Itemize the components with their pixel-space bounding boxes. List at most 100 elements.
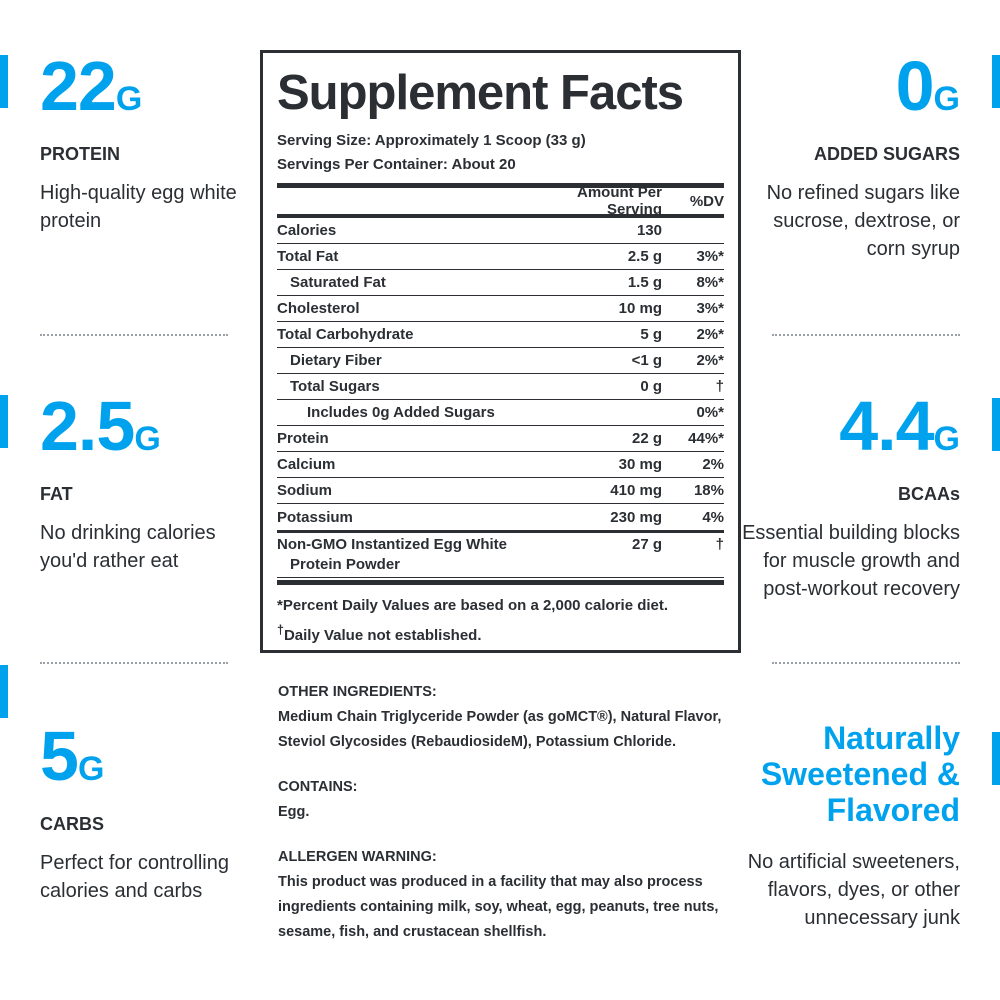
facts-row: Dietary Fiber <1 g 2%* <box>277 348 724 374</box>
facts-row: Total Carbohydrate 5 g 2%* <box>277 322 724 348</box>
row-name: Cholesterol <box>277 300 360 317</box>
facts-header: Amount Per Serving %DV <box>277 184 724 218</box>
row-amount: 27 g <box>631 536 662 553</box>
facts-row: Total Sugars 0 g † <box>277 374 724 400</box>
row-name: Total Sugars <box>290 378 380 395</box>
divider <box>40 334 228 336</box>
accent-bar <box>992 732 1000 785</box>
facts-row: Protein 22 g 44%* <box>277 426 724 452</box>
row-name: Total Fat <box>277 248 339 265</box>
facts-row: Saturated Fat 1.5 g 8%* <box>277 270 724 296</box>
row-name: Protein <box>277 430 329 447</box>
stat-unit: G <box>115 80 143 118</box>
supplement-facts-panel: Supplement Facts Serving Size: Approxima… <box>260 50 741 653</box>
stat-desc: No drinking calories you'd rather eat <box>40 522 216 572</box>
divider <box>40 662 228 664</box>
facts-row: Includes 0g Added Sugars 0%* <box>277 400 724 426</box>
other-ingredients: Medium Chain Triglyceride Powder (as goM… <box>278 709 722 750</box>
stat-value: 5 <box>40 717 79 795</box>
dagger: † <box>277 623 284 637</box>
row-dv: 18% <box>693 482 724 499</box>
facts-row: Total Fat 2.5 g 3%* <box>277 244 724 270</box>
stat-label: FAT <box>40 484 73 504</box>
stat-desc: Perfect for controlling calories and car… <box>40 852 229 902</box>
ingredients-section: OTHER INGREDIENTS: Medium Chain Triglyce… <box>278 680 738 965</box>
row-name: Total Carbohydrate <box>277 326 414 343</box>
accent-bar <box>0 395 8 448</box>
divider <box>277 183 724 188</box>
stat-unit: G <box>933 420 960 458</box>
stat-unit: G <box>134 420 161 458</box>
stat-label: BCAAs <box>897 484 960 504</box>
stat-added-sugars: 0G ADDED SUGARS No refined sugars like s… <box>740 51 960 263</box>
row-name: Includes 0g Added Sugars <box>307 404 495 421</box>
row-dv: 0%* <box>696 404 724 421</box>
serving-size: Serving Size: Approximately 1 Scoop (33 … <box>277 132 586 149</box>
row-amount: 10 mg <box>618 300 662 317</box>
divider <box>772 662 960 664</box>
footnote: †Daily Value not established. <box>277 618 724 648</box>
row-amount: 410 mg <box>610 482 662 499</box>
stat-desc: High-quality egg white protein <box>40 182 237 232</box>
row-name: Saturated Fat <box>290 274 386 291</box>
facts-row: Calcium 30 mg 2% <box>277 452 724 478</box>
row-amount: 1.5 g <box>627 274 662 291</box>
row-dv: 3%* <box>696 300 724 317</box>
stat-desc: No refined sugars like sucrose, dextrose… <box>766 182 960 260</box>
row-dv: 2%* <box>696 352 724 369</box>
row-name: Sodium <box>277 482 332 499</box>
row-name: Dietary Fiber <box>290 352 382 369</box>
row-name: Non-GMO Instantized Egg White <box>277 536 507 553</box>
allergen-warning: This product was produced in a facility … <box>278 874 719 940</box>
stat-carbs: 5G CARBS Perfect for controlling calorie… <box>40 721 240 905</box>
row-dv: 4% <box>702 508 724 526</box>
footnote-text: Daily Value not established. <box>283 627 482 644</box>
accent-bar <box>0 665 8 718</box>
row-dv: 44%* <box>688 430 724 447</box>
stat-label: ADDED SUGARS <box>813 144 960 164</box>
row-amount: 2.5 g <box>627 248 662 265</box>
facts-row: Cholesterol 10 mg 3%* <box>277 296 724 322</box>
row-name: Calories <box>277 222 337 239</box>
stat-label: CARBS <box>40 814 105 834</box>
stat-protein: 22G PROTEIN High-quality egg white prote… <box>40 51 240 235</box>
row-amount: 30 mg <box>618 456 662 473</box>
stat-headline: Naturally Sweetened & Flavored <box>760 720 960 828</box>
stat-value: 0 <box>895 47 935 125</box>
stat-value: 2.5 <box>40 387 135 465</box>
row-dv: 2% <box>702 456 724 473</box>
row-amount: 230 mg <box>610 508 662 526</box>
accent-bar <box>992 55 1000 108</box>
stat-desc: No artificial sweeteners, flavors, dyes,… <box>747 851 960 929</box>
stat-unit: G <box>933 80 960 118</box>
row-amount: 130 <box>636 222 662 239</box>
facts-title: Supplement Facts <box>277 66 684 120</box>
facts-row: Sodium 410 mg 18% <box>277 478 724 504</box>
servings-per-container: Servings Per Container: About 20 <box>277 156 516 173</box>
row-name: Potassium <box>277 508 353 526</box>
stat-unit: G <box>77 750 105 788</box>
stat-desc: Essential building blocks for muscle gro… <box>742 522 960 600</box>
row-name: Calcium <box>277 456 336 473</box>
stat-label: PROTEIN <box>40 144 121 164</box>
row-amount: 22 g <box>631 430 662 447</box>
contains: Egg. <box>278 804 310 820</box>
row-amount: 5 g <box>640 326 662 343</box>
stat-fat: 2.5G FAT No drinking calories you'd rath… <box>40 391 240 575</box>
accent-bar <box>992 398 1000 451</box>
stat-bcaas: 4.4G BCAAs Essential building blocks for… <box>740 391 960 603</box>
col-dv: %DV <box>689 192 724 210</box>
stat-value: 4.4 <box>839 387 934 465</box>
row-dv: 8%* <box>696 274 724 291</box>
row-dv: 2%* <box>696 326 724 343</box>
facts-row: Potassium 230 mg 4% <box>277 504 724 530</box>
footnotes: *Percent Daily Values are based on a 2,0… <box>277 593 724 648</box>
allergen-heading: ALLERGEN WARNING: <box>278 849 437 865</box>
stat-value: 22 <box>40 47 117 125</box>
row-name: Protein Powder <box>290 556 401 573</box>
contains-heading: CONTAINS: <box>278 779 358 795</box>
row-dv: 3%* <box>696 248 724 265</box>
divider <box>277 580 724 585</box>
facts-row: Calories 130 <box>277 218 724 244</box>
other-ingredients-heading: OTHER INGREDIENTS: <box>278 684 437 700</box>
